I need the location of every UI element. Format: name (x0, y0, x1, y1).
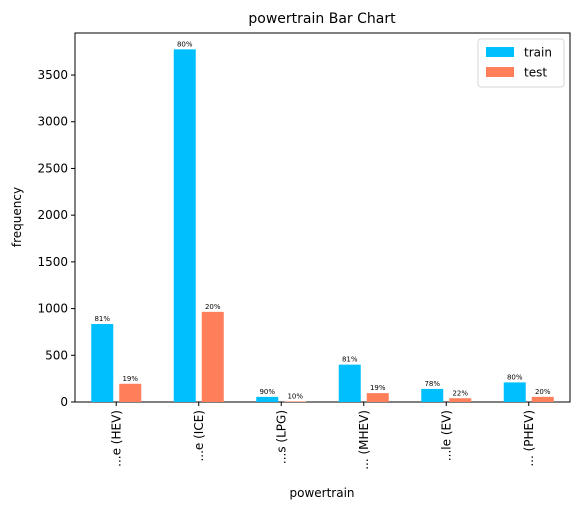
y-tick-label: 2000 (37, 208, 68, 222)
bar-train (503, 382, 526, 402)
bar-value-label: 80% (177, 40, 193, 48)
x-axis: ...e (HEV) ...e (ICE) ...s (LPG) ... (MHEV)… (109, 402, 536, 470)
bar-value-label: 78% (424, 380, 440, 388)
bar-value-label: 22% (452, 389, 468, 397)
bar-test (531, 396, 554, 402)
legend: train test (477, 38, 565, 88)
bar-train (338, 364, 361, 402)
x-axis-label: powertrain (289, 486, 354, 500)
y-tick-label: 2500 (37, 161, 68, 175)
y-tick-label: 1000 (37, 302, 68, 316)
bar-value-label: 19% (122, 375, 138, 383)
y-axis-label: frequency (10, 187, 24, 247)
bar-value-label: 20% (205, 303, 221, 311)
bars-group (91, 49, 554, 402)
bar-test (119, 383, 142, 402)
bar-value-label: 81% (94, 315, 110, 323)
bar-test (201, 311, 224, 402)
bar-value-label: 81% (342, 356, 358, 364)
bar-value-label: 19% (370, 384, 386, 392)
x-tick-label: ...e (HEV) (109, 410, 123, 467)
y-tick-label: 1500 (37, 255, 68, 269)
y-tick-label: 3500 (37, 68, 68, 82)
plot-area (74, 32, 571, 403)
bar-value-label: 10% (287, 392, 303, 400)
bar-value-label: 20% (535, 388, 551, 396)
bar-train (421, 388, 444, 402)
bar-train (173, 49, 196, 402)
legend-swatch-test (486, 67, 514, 77)
x-tick-label: ...s (LPG) (274, 410, 288, 464)
bar-test (284, 401, 307, 402)
bar-labels-group: 81% 19% 80% 20% 90% 10% 81% 19% 78% 22% 80% 20% (94, 40, 550, 400)
y-tick-label: 500 (45, 348, 68, 362)
legend-label-train: train (524, 46, 552, 60)
chart-title: powertrain Bar Chart (248, 11, 396, 27)
y-tick-label: 3000 (37, 115, 68, 129)
bar-test (366, 393, 389, 402)
x-tick-label: ...e (ICE) (192, 410, 206, 462)
x-tick-label: ...le (EV) (439, 410, 453, 461)
bar-train (91, 323, 114, 402)
x-tick-label: ... (MHEV) (357, 410, 371, 470)
bar-value-label: 90% (259, 388, 275, 396)
y-tick-label: 0 (60, 395, 68, 409)
bar-test (449, 398, 472, 402)
legend-label-test: test (524, 66, 547, 80)
x-tick-label: ... (PHEV) (522, 410, 536, 467)
y-axis: 0 500 1000 1500 2000 2500 3000 3500 (37, 68, 75, 409)
bar-value-label: 80% (507, 373, 523, 381)
legend-swatch-train (486, 47, 514, 57)
bar-train (256, 396, 279, 402)
